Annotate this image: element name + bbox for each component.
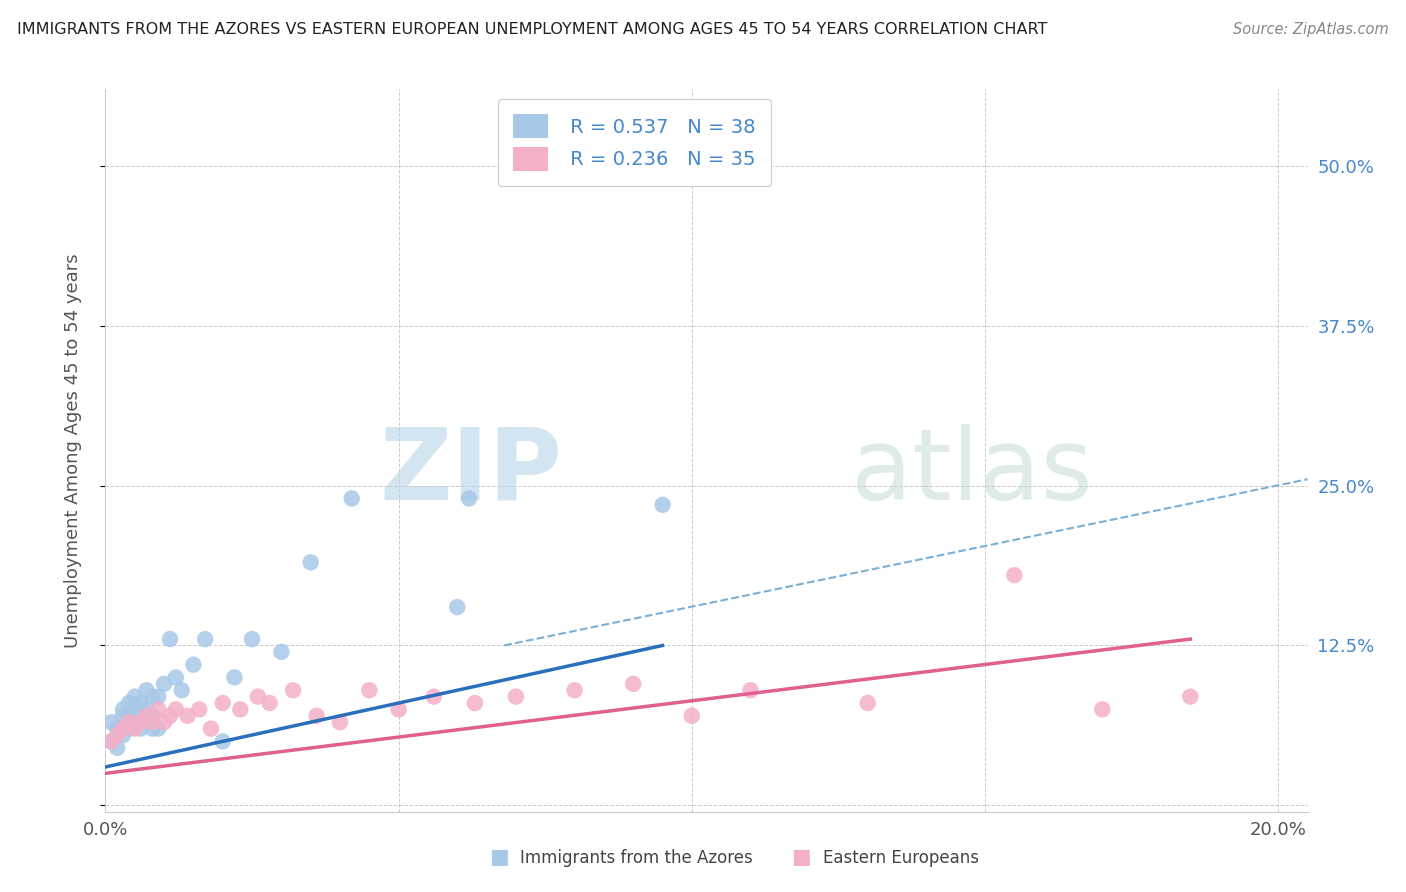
Point — [270, 645, 292, 659]
Point — [224, 670, 246, 684]
Point — [856, 696, 879, 710]
Point — [100, 734, 122, 748]
Point — [100, 715, 122, 730]
Point — [124, 715, 146, 730]
Point — [129, 708, 152, 723]
Point — [153, 677, 176, 691]
Point — [141, 708, 163, 723]
Point — [141, 715, 163, 730]
Point — [141, 690, 163, 704]
Text: IMMIGRANTS FROM THE AZORES VS EASTERN EUROPEAN UNEMPLOYMENT AMONG AGES 45 TO 54 : IMMIGRANTS FROM THE AZORES VS EASTERN EU… — [17, 22, 1047, 37]
Point — [135, 683, 157, 698]
Point — [176, 708, 198, 723]
Text: atlas: atlas — [851, 424, 1092, 521]
Point — [194, 632, 217, 646]
Point — [183, 657, 205, 672]
Point — [165, 702, 187, 716]
Text: Source: ZipAtlas.com: Source: ZipAtlas.com — [1233, 22, 1389, 37]
Point — [118, 708, 141, 723]
Point — [1091, 702, 1114, 716]
Point — [458, 491, 481, 506]
Point — [329, 715, 352, 730]
Point — [188, 702, 211, 716]
Point — [446, 600, 468, 615]
Point — [1002, 568, 1025, 582]
Point — [112, 728, 135, 742]
Point — [423, 690, 446, 704]
Point — [135, 708, 157, 723]
Point — [159, 708, 181, 723]
Point — [118, 722, 141, 736]
Point — [112, 702, 135, 716]
Point — [246, 690, 269, 704]
Point — [165, 670, 187, 684]
Text: ■: ■ — [489, 847, 509, 867]
Point — [464, 696, 486, 710]
Point — [651, 498, 673, 512]
Point — [148, 722, 170, 736]
Point — [388, 702, 411, 716]
Point — [505, 690, 527, 704]
Point — [105, 722, 128, 736]
Point — [740, 683, 762, 698]
Point — [240, 632, 263, 646]
Point — [124, 702, 146, 716]
Point — [105, 728, 128, 742]
Point — [259, 696, 281, 710]
Point — [118, 715, 141, 730]
Point — [621, 677, 644, 691]
Text: ■: ■ — [792, 847, 811, 867]
Y-axis label: Unemployment Among Ages 45 to 54 years: Unemployment Among Ages 45 to 54 years — [63, 253, 82, 648]
Point — [129, 715, 152, 730]
Point — [105, 740, 128, 755]
Point — [200, 722, 222, 736]
Point — [100, 734, 122, 748]
Point — [281, 683, 304, 698]
Point — [129, 696, 152, 710]
Point — [148, 702, 170, 716]
Point — [229, 702, 252, 716]
Point — [159, 632, 181, 646]
Point — [681, 708, 703, 723]
Point — [211, 734, 233, 748]
Point — [340, 491, 363, 506]
Text: Eastern Europeans: Eastern Europeans — [823, 849, 979, 867]
Point — [153, 715, 176, 730]
Text: Immigrants from the Azores: Immigrants from the Azores — [520, 849, 754, 867]
Point — [124, 722, 146, 736]
Point — [148, 690, 170, 704]
Point — [129, 722, 152, 736]
Point — [1180, 690, 1202, 704]
Point — [211, 696, 233, 710]
Point — [112, 722, 135, 736]
Point — [124, 690, 146, 704]
Point — [564, 683, 586, 698]
Point — [299, 555, 322, 569]
Point — [118, 696, 141, 710]
Point — [170, 683, 193, 698]
Point — [112, 708, 135, 723]
Point — [141, 722, 163, 736]
Point — [359, 683, 381, 698]
Text: ZIP: ZIP — [380, 424, 562, 521]
Legend:  R = 0.537   N = 38,  R = 0.236   N = 35: R = 0.537 N = 38, R = 0.236 N = 35 — [498, 99, 770, 186]
Point — [305, 708, 328, 723]
Point — [135, 702, 157, 716]
